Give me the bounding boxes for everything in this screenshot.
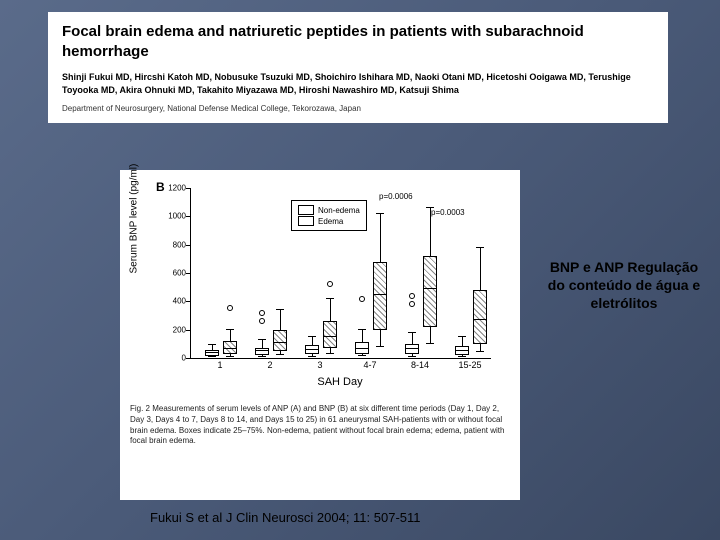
y-tick-label: 0	[160, 354, 186, 363]
box-nonedema	[255, 188, 269, 358]
box-edema	[273, 188, 287, 358]
x-tick-label: 2	[267, 360, 272, 370]
outlier-point	[259, 310, 265, 316]
plot-region: Non-edema Edema p=0.0006p=0.0003	[190, 188, 491, 359]
box-edema	[473, 188, 487, 358]
y-tick-mark	[186, 245, 190, 246]
outlier-point	[227, 305, 233, 311]
y-tick-label: 600	[160, 269, 186, 278]
box-edema	[423, 188, 437, 358]
paper-header: Focal brain edema and natriuretic peptid…	[48, 12, 668, 123]
box-nonedema	[305, 188, 319, 358]
y-tick-mark	[186, 358, 190, 359]
y-tick-mark	[186, 188, 190, 189]
x-tick-label: 8-14	[411, 360, 429, 370]
y-tick-label: 1200	[160, 184, 186, 193]
box-edema	[373, 188, 387, 358]
x-tick-label: 15-25	[458, 360, 481, 370]
box-nonedema	[355, 188, 369, 358]
y-tick-label: 400	[160, 297, 186, 306]
y-tick-mark	[186, 301, 190, 302]
citation: Fukui S et al J Clin Neurosci 2004; 11: …	[150, 510, 421, 525]
outlier-point	[409, 301, 415, 307]
box-edema	[323, 188, 337, 358]
figure-caption: Fig. 2 Measurements of serum levels of A…	[130, 404, 510, 447]
outlier-point	[409, 293, 415, 299]
figure-panel: B Serum BNP level (pg/ml) Non-edema Edem…	[120, 170, 520, 500]
paper-department: Department of Neurosurgery, National Def…	[62, 104, 654, 113]
y-tick-mark	[186, 330, 190, 331]
x-axis-label: SAH Day	[190, 376, 490, 388]
box-edema	[223, 188, 237, 358]
y-tick-mark	[186, 273, 190, 274]
chart-area: B Serum BNP level (pg/ml) Non-edema Edem…	[130, 178, 510, 398]
paper-title: Focal brain edema and natriuretic peptid…	[62, 22, 654, 61]
y-tick-mark	[186, 216, 190, 217]
outlier-point	[359, 296, 365, 302]
x-tick-label: 1	[217, 360, 222, 370]
paper-authors: Shinji Fukui MD, Hircshi Katoh MD, Nobus…	[62, 71, 654, 96]
box-nonedema	[455, 188, 469, 358]
y-tick-label: 200	[160, 325, 186, 334]
y-axis-label: Serum BNP level (pg/ml)	[129, 164, 140, 274]
box-nonedema	[205, 188, 219, 358]
box-nonedema	[405, 188, 419, 358]
outlier-point	[259, 318, 265, 324]
y-tick-label: 1000	[160, 212, 186, 221]
x-tick-label: 3	[317, 360, 322, 370]
side-annotation: BNP e ANP Regulação do conteúdo de água …	[544, 258, 704, 313]
y-tick-label: 800	[160, 240, 186, 249]
x-tick-label: 4-7	[363, 360, 376, 370]
outlier-point	[327, 281, 333, 287]
